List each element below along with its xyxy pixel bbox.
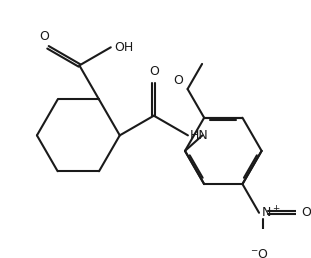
Text: O: O — [301, 206, 311, 219]
Text: O: O — [149, 66, 159, 78]
Text: N$^+$: N$^+$ — [261, 205, 281, 220]
Text: OH: OH — [114, 41, 133, 54]
Text: HN: HN — [190, 129, 209, 142]
Text: $^{-}$O: $^{-}$O — [249, 248, 268, 258]
Text: O: O — [39, 30, 49, 43]
Text: O: O — [174, 74, 183, 87]
